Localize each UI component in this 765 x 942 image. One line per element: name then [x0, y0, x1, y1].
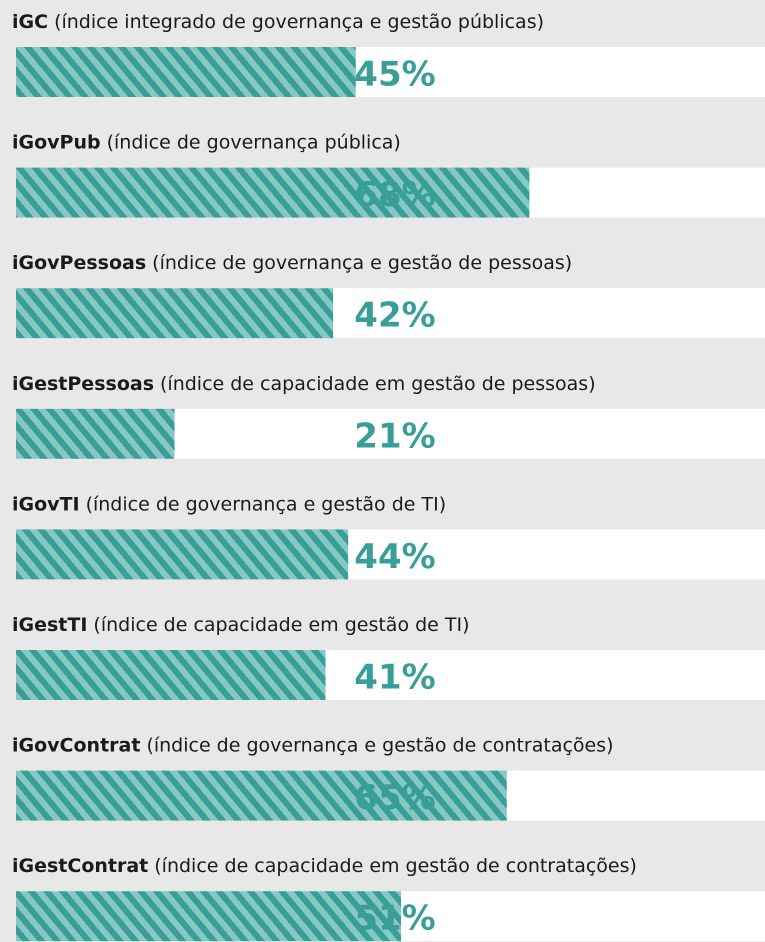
category-description: (índice de governança e gestão de TI) — [86, 493, 447, 515]
category-label: iGestTI (índice de capacidade em gestão d… — [12, 614, 470, 636]
bar — [16, 408, 175, 459]
category-description: (índice de capacidade em gestão de contr… — [154, 855, 637, 877]
category-label: iGestPessoas (índice de capacidade em ges… — [12, 372, 596, 394]
category-code: iGovPessoas — [12, 252, 146, 274]
category-code: iGovPub — [12, 131, 101, 153]
category-description: (índice de capacidade em gestão de TI) — [93, 614, 469, 636]
category-code: iGovContrat — [12, 734, 140, 756]
category-label: iGovTI (índice de governança e gestão de … — [12, 493, 446, 515]
value-label: 51% — [354, 899, 435, 939]
value-label: 45% — [354, 55, 435, 95]
category-code: iGestContrat — [12, 855, 148, 877]
category-code: iGestPessoas — [12, 372, 154, 394]
value-label: 44% — [354, 537, 435, 577]
category-label: iGovPessoas (índice de governança e gestã… — [12, 252, 572, 274]
category-description: (índice de capacidade em gestão de pesso… — [160, 372, 596, 394]
category-description: (índice de governança e gestão de pessoa… — [152, 252, 572, 274]
bar — [16, 47, 356, 97]
category-label: iGC (índice integrado de governança e ges… — [12, 11, 544, 33]
bar — [16, 529, 349, 580]
value-label: 65% — [354, 778, 435, 818]
value-label: 42% — [354, 296, 435, 336]
bar — [16, 167, 530, 218]
value-label: 41% — [354, 658, 435, 698]
bar — [16, 891, 402, 942]
bar — [16, 288, 334, 339]
category-code: iGC — [12, 11, 48, 33]
category-code: iGestTI — [12, 614, 87, 636]
category-description: (índice de governança e gestão de contra… — [146, 734, 613, 756]
bar — [16, 650, 326, 700]
category-label: iGovPub (índice de governança pública) — [12, 131, 401, 153]
value-label: 21% — [354, 416, 435, 456]
value-label: 68% — [354, 175, 435, 215]
category-description: (índice integrado de governança e gestão… — [54, 11, 544, 33]
category-label: iGestContrat (índice de capacidade em ges… — [12, 855, 637, 877]
category-label: iGovContrat (índice de governança e gestã… — [12, 734, 614, 756]
category-code: iGovTI — [12, 493, 80, 515]
category-description: (índice de governança pública) — [107, 131, 401, 153]
bar — [16, 770, 507, 821]
